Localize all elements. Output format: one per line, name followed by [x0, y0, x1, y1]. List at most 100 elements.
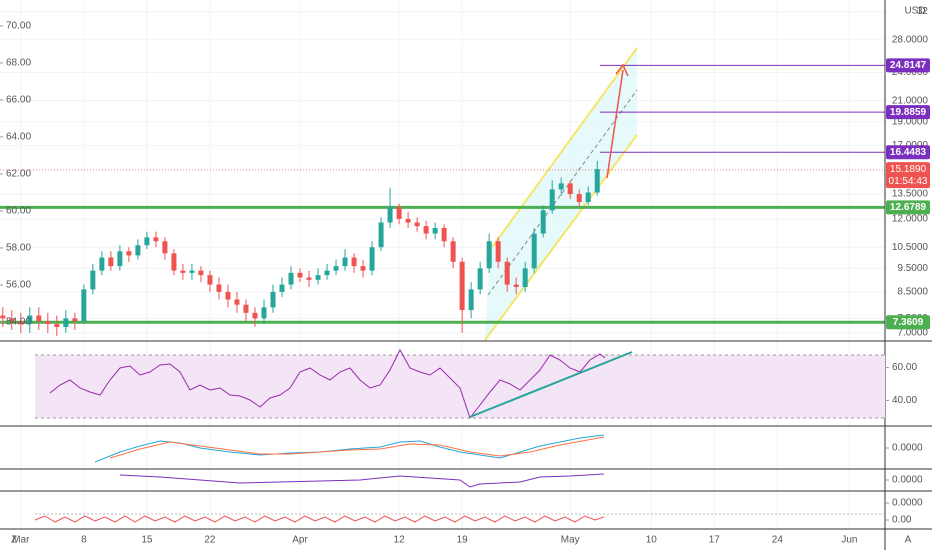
candle-body [144, 237, 150, 246]
candle-body [162, 241, 168, 254]
candle-body [135, 245, 141, 256]
candle-body [288, 272, 294, 285]
candle-body [333, 266, 339, 271]
candle-body [513, 284, 519, 287]
candle-body [531, 233, 537, 269]
button[interactable]: Z [11, 535, 17, 546]
pane-tick-label: 0.00 [892, 515, 912, 526]
arrow [606, 69, 624, 179]
currency: USD [904, 6, 925, 17]
arrow-head [615, 63, 629, 77]
rsi-line [49, 348, 606, 420]
y-tick-label: 68.00 [6, 58, 31, 69]
candle-body [396, 206, 402, 219]
rsi-band [35, 355, 885, 418]
candle-body [315, 275, 321, 280]
signal-line [109, 436, 605, 459]
candle-body [9, 318, 15, 322]
pane-tick-label: 60.00 [892, 362, 917, 373]
levels [0, 64, 885, 324]
y-tick-label: 58.00 [6, 243, 31, 254]
level-tag [886, 145, 930, 160]
y-tick-label: 66.00 [6, 95, 31, 106]
candle-body [324, 270, 330, 276]
candle-body [36, 315, 42, 322]
osc-line [119, 473, 605, 488]
x-tick-label: 8 [81, 535, 87, 546]
candle-body [468, 289, 474, 311]
channel-lower [484, 134, 638, 341]
candle-body [567, 183, 573, 195]
level-label: 24.8147 [890, 60, 927, 71]
candle-body [270, 291, 276, 308]
x-tick-label: 12 [394, 535, 406, 546]
candle-body [81, 289, 87, 322]
y2-tick-label: 13.5000 [892, 189, 929, 200]
countdown: 01:54:43 [889, 176, 928, 187]
x-tick-label: Mar [12, 535, 30, 546]
candle-body [0, 315, 6, 319]
candle-body [90, 270, 96, 290]
axes: Mar 8 15 22 Apr 12 19 May 10 17 24 Jun 54.00 56.00 58.… [0, 6, 930, 546]
candle-body [207, 275, 213, 285]
candle-body [441, 227, 447, 242]
candle-body [387, 206, 393, 223]
y2-tick-label: 10.5000 [892, 242, 929, 253]
candle-body [477, 268, 483, 290]
x-tick-label: 15 [141, 535, 153, 546]
candle-body [99, 257, 105, 271]
button[interactable]: A [905, 535, 912, 546]
x-tick-label: May [561, 535, 580, 546]
level-tag [886, 315, 930, 330]
candles [0, 160, 600, 336]
channel-mid [487, 89, 638, 296]
level-label: 16.4483 [890, 147, 927, 158]
level-tag [886, 105, 930, 120]
y2-tick-label: 12.0000 [892, 214, 929, 225]
candle-body [369, 247, 375, 271]
x-tick-label: Apr [292, 535, 308, 546]
level-label: 7.3609 [893, 317, 924, 328]
y-tick-label: 62.00 [6, 169, 31, 180]
x-tick-label: 24 [772, 535, 784, 546]
candle-body [432, 227, 438, 234]
candle-body [27, 315, 33, 325]
x-tick-label: Jun [841, 535, 857, 546]
candle-body [126, 251, 132, 256]
y-tick-label: 56.00 [6, 280, 31, 291]
grid [0, 0, 885, 529]
x-tick-label: 19 [457, 535, 469, 546]
candle-body [576, 194, 582, 203]
candle-body [459, 261, 465, 311]
y-tick-label: 70.00 [6, 21, 31, 32]
y2-tick-label: 9.5000 [897, 263, 928, 274]
candle-body [585, 192, 591, 203]
candle-body [423, 226, 429, 234]
y-tick-label: 64.00 [6, 132, 31, 143]
candle-body [108, 257, 114, 267]
candle-body [54, 324, 60, 327]
x-tick-label: 10 [646, 535, 658, 546]
last-price-tag [886, 162, 930, 189]
y2-tick-label: 21.0000 [892, 95, 929, 106]
candle-body [171, 253, 177, 271]
candle-body [117, 251, 123, 267]
y2-tick-label: 24.0000 [892, 67, 929, 78]
candle-body [252, 312, 258, 319]
y2-tick-label: 32 [917, 6, 929, 17]
candle-body [351, 257, 357, 267]
candle-body [495, 241, 501, 262]
candle-body [261, 307, 267, 319]
candle-body [153, 237, 159, 242]
y2-tick-label: 28.0000 [892, 34, 929, 45]
level-tag [886, 200, 930, 215]
candle-body [306, 277, 312, 280]
candle-body [360, 266, 366, 271]
pane-tick-label: 0.0000 [892, 498, 923, 509]
level-tag [886, 58, 930, 73]
candle-body [405, 218, 411, 223]
candle-body [594, 169, 600, 193]
